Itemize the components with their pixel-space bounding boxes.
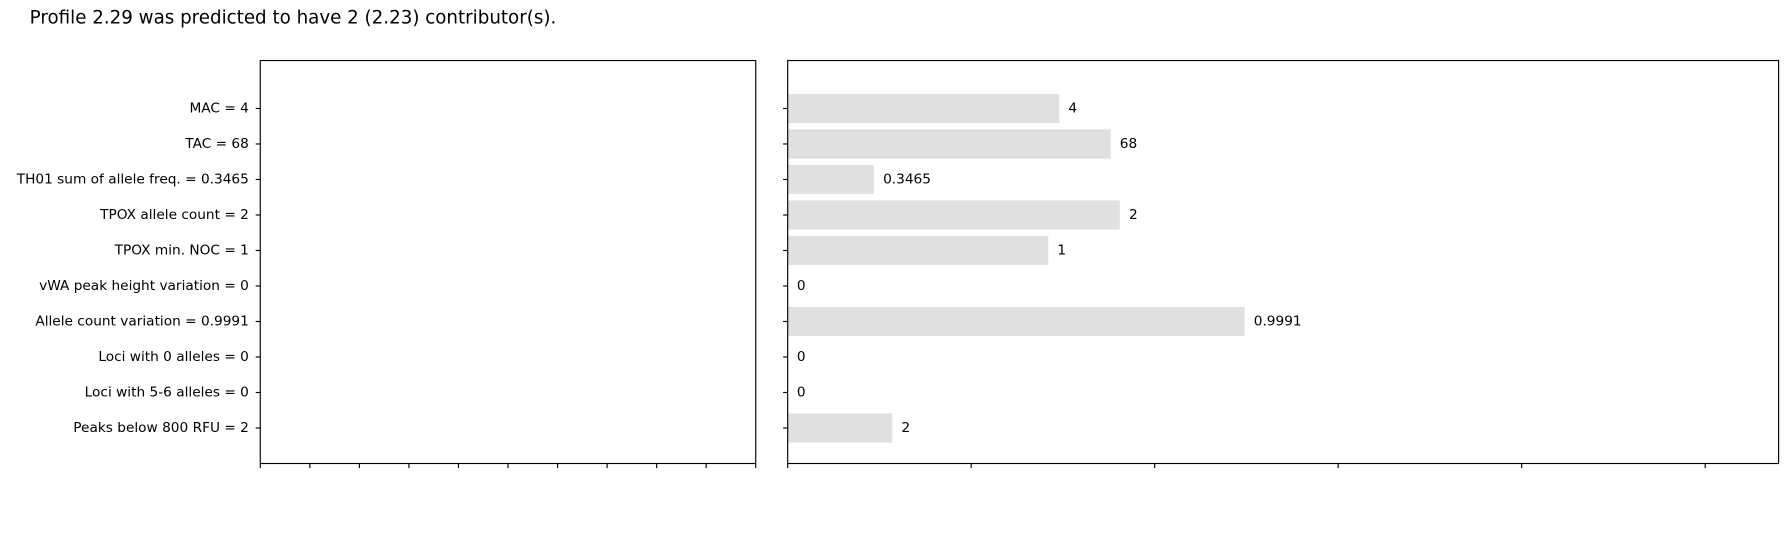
axes-frame bbox=[787, 59, 1780, 465]
y-tick-label: TPOX min. NOC = 1 bbox=[114, 242, 249, 258]
bar bbox=[787, 235, 1049, 266]
bar bbox=[787, 306, 1245, 337]
bar-label: 0.9991 bbox=[1254, 313, 1302, 329]
y-tick-label: vWA peak height variation = 0 bbox=[39, 278, 249, 294]
y-tick-label: Loci with 0 alleles = 0 bbox=[98, 349, 249, 365]
bar bbox=[787, 200, 1120, 230]
y-tick-label: TPOX allele count = 2 bbox=[99, 207, 249, 223]
bar bbox=[787, 413, 893, 443]
y-tick-label: MAC = 4 bbox=[189, 100, 248, 116]
bar-label: 68 bbox=[1120, 136, 1137, 152]
y-tick-label: Peaks below 800 RFU = 2 bbox=[73, 420, 249, 436]
bar bbox=[787, 129, 1111, 159]
axes-frame bbox=[259, 59, 757, 465]
bar bbox=[787, 164, 874, 195]
y-tick-label: Loci with 5-6 alleles = 0 bbox=[85, 384, 249, 400]
y-tick-label: Allele count variation = 0.9991 bbox=[35, 313, 249, 329]
bar-label: 1 bbox=[1057, 242, 1066, 258]
bar-label: 0 bbox=[797, 349, 806, 365]
y-tick-label: TAC = 68 bbox=[184, 136, 249, 152]
bar-label: 2 bbox=[901, 420, 910, 436]
bar-label: 4 bbox=[1068, 100, 1077, 116]
bar-label: 2 bbox=[1129, 207, 1138, 223]
y-tick-label: TH01 sum of allele freq. = 0.3465 bbox=[16, 171, 249, 187]
bar-label: 0 bbox=[797, 384, 806, 400]
chart-title: Profile 2.29 was predicted to have 2 (2.… bbox=[30, 7, 557, 28]
bar bbox=[787, 93, 1060, 124]
bar-label: 0.3465 bbox=[883, 171, 931, 187]
bar-label: 0 bbox=[797, 278, 806, 294]
